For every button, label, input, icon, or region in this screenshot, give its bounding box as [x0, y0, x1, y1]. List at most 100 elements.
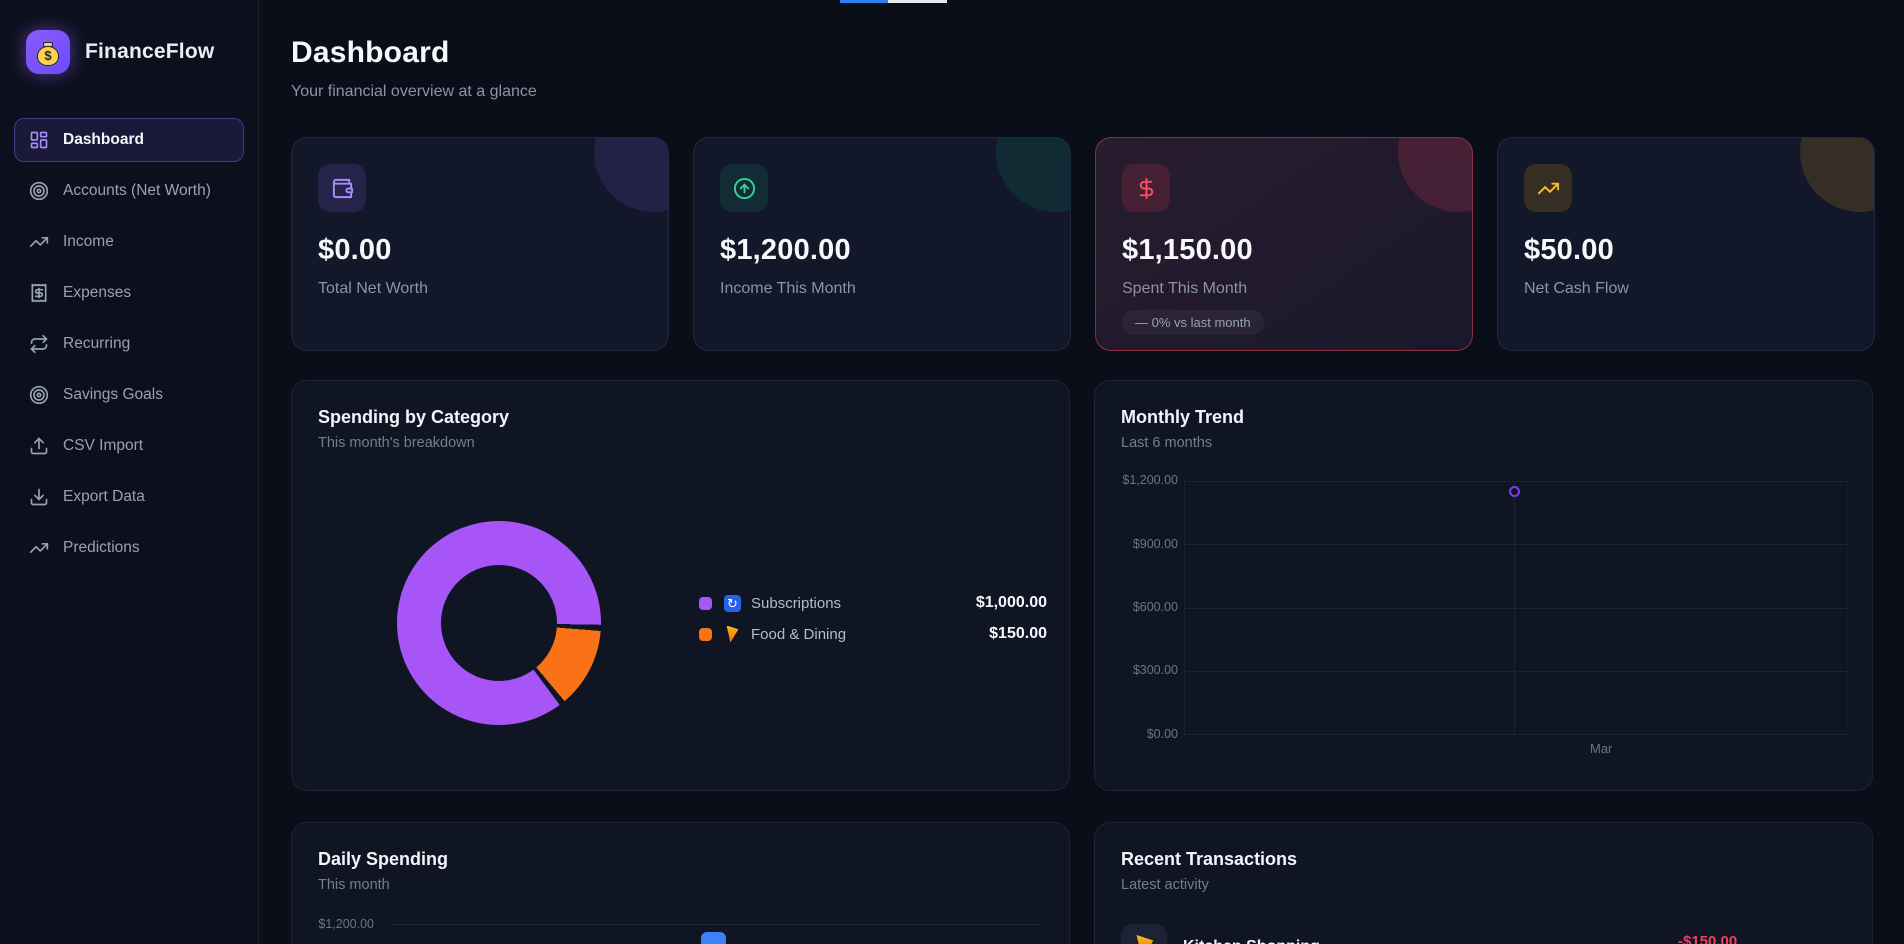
sidebar-item-predictions[interactable]: Predictions [14, 526, 244, 570]
legend-value: $1,000.00 [975, 594, 1047, 611]
category-donut-chart [397, 521, 601, 725]
donut-legend: ↻ Subscriptions $1,000.00 Food & Dining … [699, 591, 1047, 646]
sidebar-item-label: Expenses [63, 284, 132, 301]
stat-cards-row: $0.00 Total Net Worth $1,200.00 Income T… [291, 137, 1877, 351]
gridline [392, 924, 1042, 925]
recent-transactions-panel: Recent Transactions Latest activity Kitc… [1094, 822, 1873, 944]
stat-card-spent-this-month: $1,150.00 Spent This Month — 0% vs last … [1095, 137, 1473, 351]
pizza-icon [724, 625, 741, 643]
y-axis-tick: $300.00 [1132, 663, 1178, 677]
transaction-name: Kitchen Shopping [1183, 938, 1320, 944]
corner-decoration [1398, 138, 1472, 212]
sidebar-item-label: Export Data [63, 488, 145, 505]
transaction-row[interactable]: Kitchen Shopping -$150.00 [1121, 917, 1848, 944]
comparison-badge: — 0% vs last month [1122, 310, 1264, 335]
stat-value: $1,150.00 [1122, 234, 1253, 266]
sidebar-item-export-data[interactable]: Export Data [14, 475, 244, 519]
arrow-up-circle-icon [720, 164, 768, 212]
sidebar-item-label: CSV Import [63, 437, 144, 454]
money-bag-icon: $ [26, 30, 70, 74]
panel-title: Spending by Category [318, 407, 510, 427]
refresh-icon: ↻ [724, 594, 741, 612]
panel-subtitle: Latest activity [1121, 877, 1209, 893]
sidebar-item-income[interactable]: Income [14, 220, 244, 264]
stat-value: $50.00 [1524, 234, 1614, 266]
target-icon [29, 385, 49, 405]
top-progress-bar-track [888, 0, 947, 3]
page-subtitle: Your financial overview at a glance [291, 83, 537, 100]
sidebar-item-recurring[interactable]: Recurring [14, 322, 244, 366]
sidebar-item-label: Recurring [63, 335, 131, 352]
panel-title: Recent Transactions [1121, 849, 1298, 869]
legend-swatch [699, 627, 712, 641]
legend-item-subscriptions: ↻ Subscriptions $1,000.00 [699, 591, 1047, 615]
trending-up-icon [1524, 164, 1572, 212]
y-axis-tick: $900.00 [1132, 537, 1178, 551]
y-axis-tick: $600.00 [1132, 600, 1178, 614]
sidebar-item-label: Dashboard [63, 131, 144, 148]
stat-value: $0.00 [318, 234, 392, 266]
panel-subtitle: Last 6 months [1121, 435, 1213, 451]
corner-decoration [1800, 138, 1874, 212]
upload-icon [30, 437, 48, 455]
receipt-icon [31, 283, 47, 303]
pizza-icon [1121, 924, 1167, 944]
legend-label: Food & Dining [751, 625, 847, 643]
sidebar-item-label: Savings Goals [63, 386, 163, 403]
transaction-amount: -$150.00 [1678, 933, 1738, 944]
y-axis-tick: $0.00 [1146, 727, 1178, 741]
donut-hole [441, 565, 557, 681]
sidebar-item-savings-goals[interactable]: Savings Goals [14, 373, 244, 417]
sidebar-nav: Dashboard Accounts (Net Worth) Income Ex… [14, 118, 244, 570]
corner-decoration [996, 138, 1070, 212]
main-content: Dashboard Your financial overview at a g… [259, 0, 1904, 944]
target-icon [29, 181, 49, 201]
dollar-sign-icon [1122, 164, 1170, 212]
daily-spending-panel: Daily Spending This month $1,200.00 [291, 822, 1070, 944]
top-progress-bar-segment [840, 0, 888, 3]
sidebar-item-accounts[interactable]: Accounts (Net Worth) [14, 169, 244, 213]
layout-dashboard-icon [30, 131, 48, 149]
trending-up-icon [29, 543, 49, 553]
panel-title: Monthly Trend [1121, 407, 1244, 427]
panel-subtitle: This month's breakdown [318, 435, 475, 451]
spending-by-category-panel: Spending by Category This month's breakd… [291, 380, 1070, 791]
stat-label: Spent This Month [1122, 280, 1248, 297]
app-title: FinanceFlow [85, 40, 215, 63]
sidebar-item-csv-import[interactable]: CSV Import [14, 424, 244, 468]
wallet-icon [318, 164, 366, 212]
legend-item-food-dining: Food & Dining $150.00 [699, 622, 1047, 646]
stat-value: $1,200.00 [720, 234, 851, 266]
corner-decoration [594, 138, 668, 212]
stat-card-income-this-month: $1,200.00 Income This Month [693, 137, 1071, 351]
y-axis-tick: $1,200.00 [318, 917, 374, 931]
daily-spending-bar [701, 932, 726, 944]
stat-card-net-cash-flow: $50.00 Net Cash Flow [1497, 137, 1875, 351]
data-point-mar [1509, 486, 1520, 497]
stat-label: Income This Month [720, 280, 856, 297]
sidebar-item-label: Accounts (Net Worth) [63, 182, 211, 199]
sidebar-item-label: Income [63, 233, 114, 250]
stat-label: Net Cash Flow [1524, 280, 1629, 297]
monthly-trend-panel: Monthly Trend Last 6 months $1,200.00 $9… [1094, 380, 1873, 791]
brand: $ FinanceFlow [14, 30, 244, 74]
x-axis-tick: Mar [1590, 741, 1613, 756]
download-icon [30, 488, 48, 506]
sidebar: $ FinanceFlow Dashboard Accounts (Net Wo… [0, 0, 259, 944]
sidebar-item-expenses[interactable]: Expenses [14, 271, 244, 315]
trend-line-chart [1184, 481, 1849, 735]
trending-up-icon [29, 237, 49, 247]
repeat-icon [30, 334, 48, 354]
panel-subtitle: This month [318, 877, 390, 893]
page-title: Dashboard [291, 36, 450, 69]
sidebar-item-dashboard[interactable]: Dashboard [14, 118, 244, 162]
stat-card-total-net-worth: $0.00 Total Net Worth [291, 137, 669, 351]
sidebar-item-label: Predictions [63, 539, 140, 556]
legend-swatch [699, 596, 712, 610]
legend-value: $150.00 [989, 625, 1047, 642]
y-axis-tick: $1,200.00 [1122, 473, 1178, 487]
legend-label: Subscriptions [751, 594, 842, 612]
stat-label: Total Net Worth [318, 280, 428, 297]
panel-title: Daily Spending [318, 849, 449, 869]
